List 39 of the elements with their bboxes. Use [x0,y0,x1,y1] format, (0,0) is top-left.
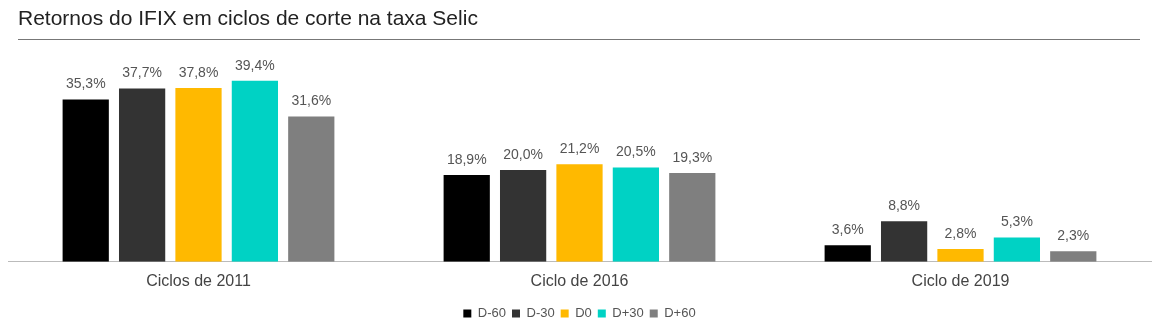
data-label: 19,3% [672,148,713,165]
legend-label: D-60 [477,305,507,321]
bar [288,116,335,262]
bar [556,164,603,262]
legend-label: D+60 [664,305,696,321]
legend-label: D+30 [612,305,644,321]
data-label: 2,3% [1057,227,1090,244]
bar [175,88,222,262]
bar [499,169,547,262]
legend-label: D-30 [526,305,555,321]
data-label: 18,9% [446,150,487,167]
bar [118,88,166,262]
data-label: 31,6% [291,92,332,109]
data-label: 37,8% [178,63,219,80]
data-label: 35,3% [65,75,106,92]
data-label: 3,6% [831,221,864,238]
data-label: 5,3% [1000,213,1033,230]
data-label: 8,8% [888,197,921,214]
data-label: 20,0% [503,145,543,162]
x-tick-label: Ciclos de 2011 [146,271,251,289]
x-tick-label: Ciclo de 2019 [911,271,1010,289]
x-tick-label: Ciclo de 2016 [530,271,629,289]
bar [612,167,660,262]
bar [443,174,490,262]
data-label: 21,2% [559,140,600,157]
chart-title: Retornos do IFIX em ciclos de corte na taxa Selic [18,6,1140,40]
legend-label: D0 [575,305,592,321]
bar [880,221,928,262]
bar [231,80,279,262]
bar [824,245,871,262]
bar [1050,251,1097,262]
bar [993,237,1041,262]
data-label: 2,8% [944,224,977,241]
data-label: 39,4% [235,56,275,73]
bar [669,173,716,262]
bar [937,248,984,262]
data-label: 20,5% [616,143,656,160]
data-label: 37,7% [122,64,162,81]
bar [62,99,109,262]
